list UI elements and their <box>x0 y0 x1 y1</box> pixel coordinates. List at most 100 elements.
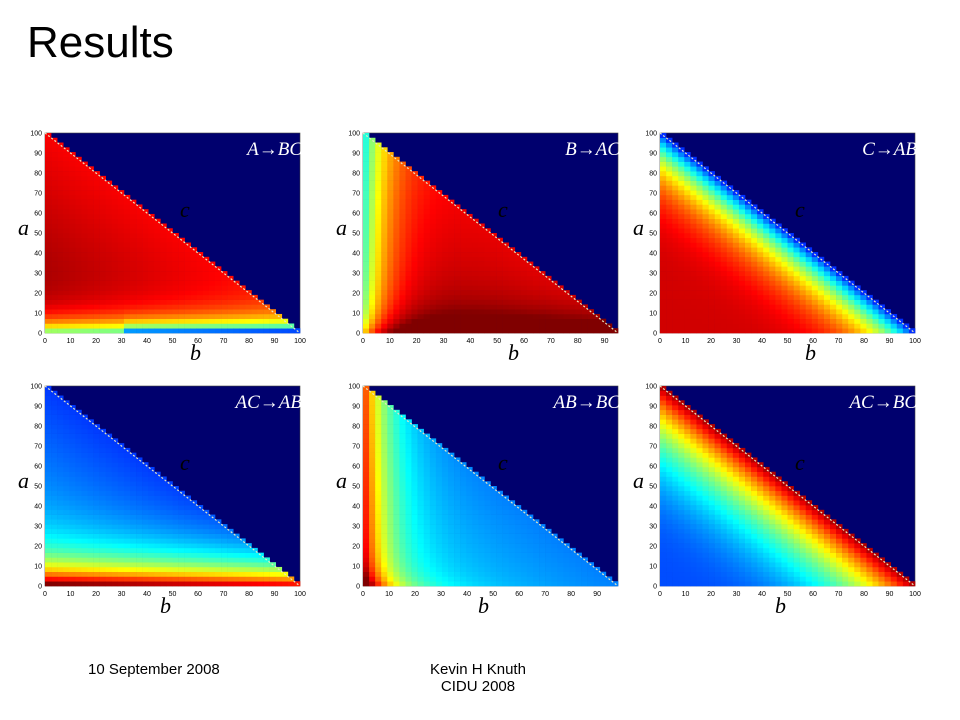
heatmap-cell <box>178 514 185 520</box>
heatmap-cell <box>448 247 455 253</box>
heatmap-cell <box>787 294 794 300</box>
heatmap-cell <box>660 552 667 558</box>
heatmap-cell <box>417 323 425 329</box>
heatmap-cell <box>363 137 370 143</box>
heatmap-cell <box>87 171 94 177</box>
heatmap-cell <box>208 318 216 324</box>
heatmap-cell <box>99 256 107 262</box>
heatmap-cell <box>381 500 388 506</box>
heatmap-cell <box>63 447 70 453</box>
heatmap-cell <box>684 581 691 587</box>
heatmap-cell <box>441 457 449 463</box>
heatmap-cell <box>178 280 185 286</box>
heatmap-cell <box>460 538 467 544</box>
heatmap-cell <box>142 557 149 563</box>
heatmap-cell <box>417 218 425 224</box>
heatmap-cell <box>87 438 94 444</box>
heatmap-cell <box>393 166 400 172</box>
heatmap-cell <box>184 318 192 324</box>
heatmap-cell <box>435 294 443 300</box>
heatmap-cell <box>690 476 697 482</box>
heatmap-cell <box>190 304 198 310</box>
heatmap-cell <box>148 313 155 320</box>
heatmap-cell <box>757 304 764 310</box>
heatmap-cell <box>393 552 400 558</box>
heatmap-cell <box>696 562 703 568</box>
heatmap-cell <box>245 328 252 334</box>
heatmap-cell <box>117 242 125 248</box>
heatmap-cell <box>375 519 382 525</box>
heatmap-cell <box>787 275 794 281</box>
heatmap-cell <box>557 323 564 329</box>
heatmap-cell <box>684 256 691 262</box>
heatmap-cell <box>51 538 58 544</box>
heatmap-cell <box>63 414 70 420</box>
heatmap-cell <box>99 490 107 496</box>
heatmap-cell <box>696 476 703 482</box>
heatmap-cell <box>387 490 394 496</box>
heatmap-cell <box>478 252 485 258</box>
heatmap-cell <box>690 256 697 262</box>
heatmap-cell <box>708 524 715 530</box>
heatmap-cell <box>417 256 425 262</box>
heatmap-cell <box>423 285 431 291</box>
heatmap-cell <box>399 166 406 172</box>
heatmap-cell <box>672 566 679 573</box>
heatmap-cell <box>751 252 758 258</box>
heatmap-cell <box>823 280 831 286</box>
heatmap-cell <box>393 156 400 162</box>
heatmap-cell <box>672 395 679 401</box>
heatmap-cell <box>508 266 516 272</box>
heatmap-cell <box>720 237 728 243</box>
x-axis-label: b <box>160 593 171 618</box>
heatmap-cell <box>233 581 240 587</box>
heatmap-cell <box>75 156 82 162</box>
heatmap-cell <box>63 533 70 539</box>
heatmap-cell <box>448 505 455 511</box>
heatmap-cell <box>184 543 192 549</box>
heatmap-cell <box>690 419 697 425</box>
heatmap-cell <box>539 557 546 563</box>
heatmap-cell <box>890 328 898 334</box>
heatmap-cell <box>75 509 82 515</box>
heatmap-cell <box>441 280 449 286</box>
heatmap-cell <box>381 452 388 458</box>
heatmap-cell <box>423 495 431 501</box>
heatmap-cell <box>508 505 516 511</box>
heatmap-cell <box>208 524 216 530</box>
heatmap-cell <box>81 328 88 334</box>
y-tick-label: 100 <box>30 131 42 138</box>
heatmap-cell <box>429 233 437 239</box>
heatmap-cell <box>69 543 76 549</box>
heatmap-cell <box>57 247 64 253</box>
heatmap-cell <box>215 299 222 305</box>
heatmap-cell <box>63 462 70 468</box>
heatmap-cell <box>87 190 94 196</box>
heatmap-cell <box>702 571 709 577</box>
heatmap-cell <box>435 476 443 482</box>
heatmap-cell <box>581 328 588 334</box>
heatmap-cell <box>732 271 740 277</box>
heatmap-cell <box>472 299 479 305</box>
heatmap-cell <box>227 323 234 329</box>
heatmap-cell <box>817 299 825 305</box>
heatmap-cell <box>448 571 455 577</box>
heatmap-cell <box>454 256 461 262</box>
heatmap-cell <box>478 323 485 329</box>
heatmap-cell <box>63 256 70 262</box>
heatmap-cell <box>202 275 210 281</box>
heatmap-cell <box>172 571 179 577</box>
heatmap-cell <box>142 524 149 530</box>
heatmap-cell <box>184 581 192 587</box>
heatmap-cell <box>684 271 691 277</box>
heatmap-cell <box>684 180 691 186</box>
heatmap-cell <box>369 471 376 477</box>
heatmap-cell <box>136 490 143 496</box>
heatmap-cell <box>702 533 709 539</box>
heatmap-cell <box>87 581 94 587</box>
heatmap-cell <box>478 571 485 577</box>
heatmap-cell <box>466 261 473 267</box>
heatmap-cell <box>172 256 179 262</box>
heatmap-cell <box>399 466 406 473</box>
heatmap-cell <box>793 328 800 334</box>
